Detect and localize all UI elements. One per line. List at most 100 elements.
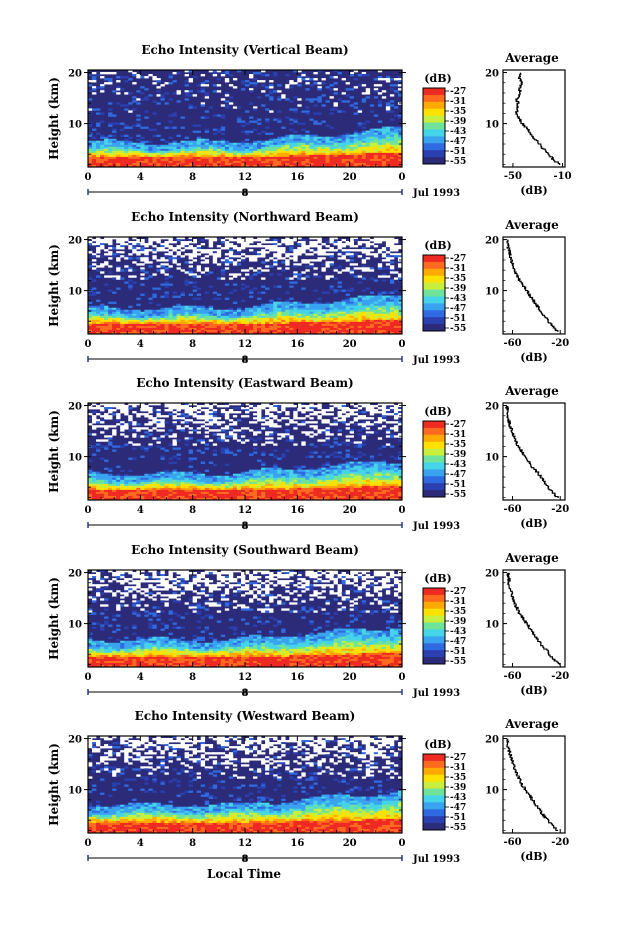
- heatmap-cell: [285, 323, 290, 327]
- heatmap-cell: [160, 144, 165, 148]
- heatmap-cell: [261, 148, 266, 152]
- heatmap-cell: [337, 407, 342, 410]
- heatmap-cell: [277, 305, 282, 309]
- heatmap-cell: [196, 156, 202, 160]
- heatmap-cell: [333, 329, 338, 333]
- heatmap-cell: [188, 437, 193, 440]
- heatmap-cell: [277, 156, 282, 160]
- heatmap-cell: [188, 140, 193, 144]
- heatmap-cell: [389, 140, 395, 144]
- heatmap-cell: [285, 160, 290, 164]
- heatmap-cell: [100, 425, 105, 428]
- heatmap-cell: [269, 154, 274, 158]
- heatmap-cell: [160, 249, 165, 252]
- heatmap-cell: [192, 146, 197, 150]
- heatmap-cell: [136, 311, 141, 315]
- heatmap-cell: [309, 469, 314, 473]
- heatmap-cell: [337, 463, 342, 466]
- heatmap-cell: [397, 411, 403, 414]
- heatmap-cell: [373, 325, 379, 329]
- heatmap-cell: [333, 102, 338, 105]
- heatmap-cell: [341, 255, 346, 258]
- heatmap-cell: [285, 331, 290, 335]
- heatmap-cell: [293, 307, 298, 311]
- heatmap-cell: [128, 146, 133, 150]
- heatmap-cell: [365, 295, 371, 298]
- heatmap-cell: [341, 417, 346, 420]
- heatmap-cell: [245, 321, 250, 325]
- heatmap-cell: [257, 409, 262, 412]
- heatmap-cell: [341, 92, 346, 95]
- heatmap-cell: [325, 433, 330, 436]
- heatmap-cell: [333, 331, 338, 335]
- heatmap-cell: [228, 156, 234, 160]
- heatmap-cell: [293, 108, 298, 111]
- heatmap-cell: [301, 158, 306, 162]
- heatmap-cell: [373, 279, 379, 282]
- heatmap-cell: [257, 315, 262, 319]
- heatmap-cell: [317, 100, 322, 103]
- heatmap-cell: [297, 253, 302, 256]
- heatmap-cell: [361, 417, 367, 420]
- heatmap-cell: [249, 409, 254, 412]
- heatmap-cell: [253, 451, 258, 454]
- heatmap-cell: [116, 269, 121, 272]
- heatmap-cell: [124, 126, 129, 129]
- heatmap-cell: [349, 411, 354, 414]
- heatmap-cell: [132, 313, 137, 317]
- heatmap-cell: [188, 449, 193, 452]
- heatmap-cell: [148, 275, 153, 278]
- heatmap-cell: [164, 126, 169, 129]
- heatmap-cell: [305, 247, 310, 250]
- heatmap-cell: [313, 146, 318, 150]
- heatmap-cell: [148, 243, 153, 246]
- heatmap-cell: [373, 317, 379, 321]
- heatmap-cell: [293, 405, 298, 408]
- heatmap-cell: [253, 447, 258, 450]
- heatmap-cell: [132, 457, 137, 460]
- heatmap-cell: [240, 239, 246, 242]
- heatmap-cell: [240, 407, 246, 410]
- heatmap-cell: [317, 112, 322, 115]
- heatmap-cell: [321, 251, 326, 254]
- heatmap-cell: [232, 411, 238, 414]
- heatmap-cell: [273, 247, 278, 250]
- heatmap-cell: [325, 303, 330, 307]
- heatmap-cell: [277, 150, 282, 154]
- heatmap-cell: [140, 140, 145, 144]
- heatmap-cell: [361, 467, 367, 470]
- heatmap-cell: [144, 98, 149, 101]
- heatmap-cell: [136, 253, 141, 256]
- heatmap-cell: [88, 315, 93, 319]
- heatmap-cell: [164, 449, 169, 452]
- heatmap-cell: [108, 243, 113, 246]
- heatmap-cell: [389, 319, 395, 323]
- heatmap-cell: [172, 435, 177, 438]
- heatmap-cell: [96, 239, 101, 242]
- heatmap-cell: [156, 317, 161, 321]
- profile-x-tick-label: -20: [551, 338, 569, 349]
- heatmap-cell: [385, 247, 391, 250]
- heatmap-cell: [253, 146, 258, 150]
- heatmap-cell: [216, 311, 222, 315]
- heatmap-cell: [361, 299, 367, 302]
- heatmap-cell: [305, 76, 310, 79]
- heatmap-cell: [132, 249, 137, 252]
- heatmap-cell: [224, 253, 230, 256]
- heatmap-cell: [361, 277, 367, 280]
- heatmap-cell: [172, 311, 177, 315]
- heatmap-cell: [128, 417, 133, 420]
- heatmap-cell: [132, 100, 137, 103]
- heatmap-cell: [112, 156, 117, 160]
- heatmap-cell: [321, 469, 326, 473]
- heatmap-cell: [385, 327, 391, 331]
- heatmap-cell: [261, 423, 266, 426]
- heatmap-cell: [345, 293, 350, 296]
- heatmap-cell: [329, 467, 334, 470]
- heatmap-cell: [104, 72, 109, 75]
- heatmap-cell: [192, 255, 197, 258]
- heatmap-cell: [144, 253, 149, 256]
- heatmap-cell: [96, 148, 101, 152]
- heatmap-cell: [393, 415, 399, 418]
- heatmap-cell: [220, 154, 226, 158]
